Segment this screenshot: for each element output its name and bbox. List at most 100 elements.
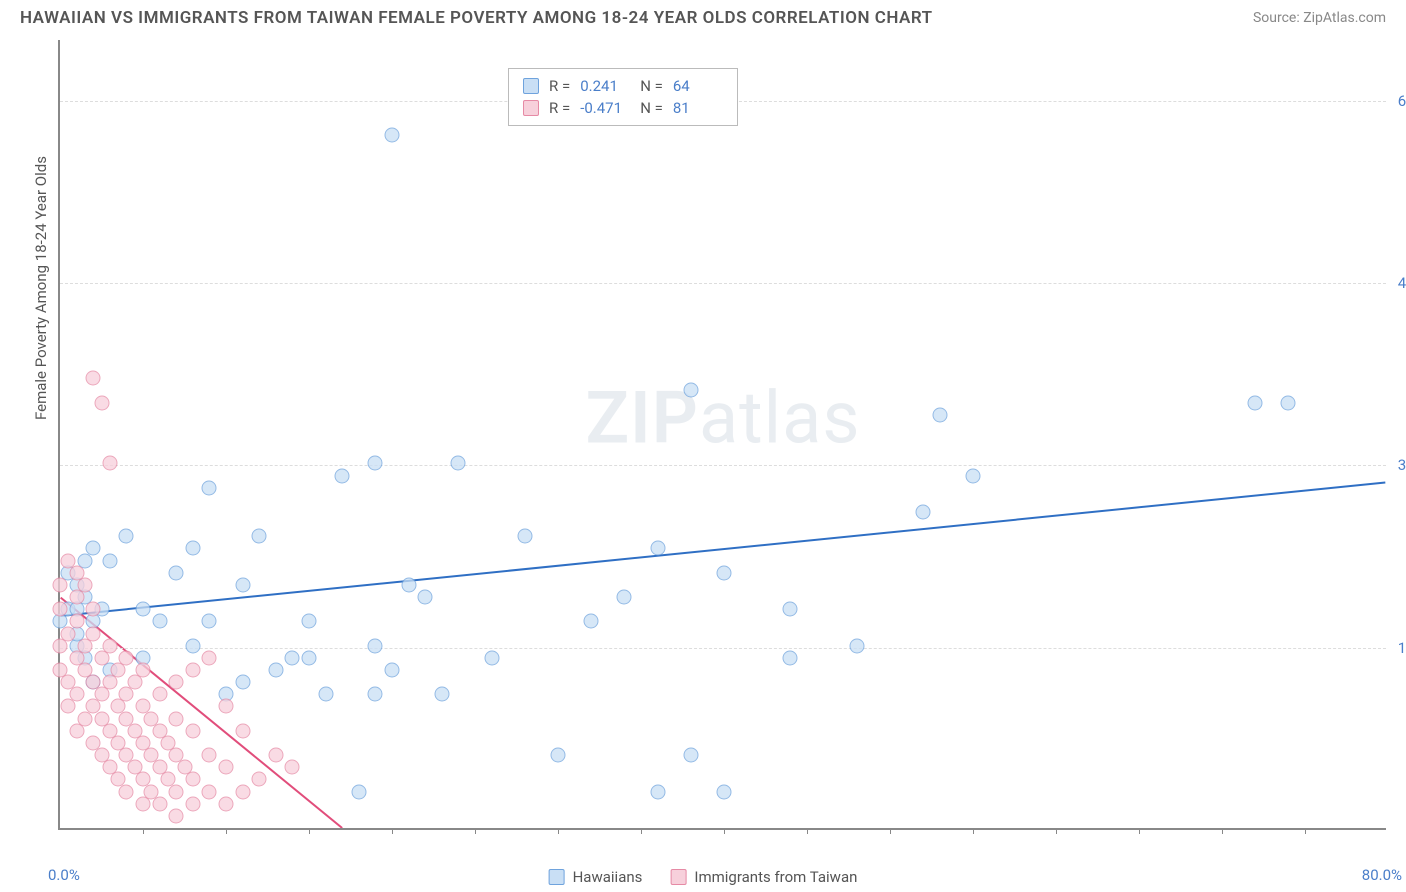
data-point: [717, 565, 732, 580]
data-point: [783, 602, 798, 617]
data-point: [1248, 395, 1263, 410]
data-point: [86, 541, 101, 556]
data-point: [169, 675, 184, 690]
data-point: [169, 808, 184, 823]
data-point: [102, 553, 117, 568]
x-tick: [1139, 828, 1140, 834]
swatch-hawaiians-icon: [549, 869, 565, 885]
data-point: [849, 638, 864, 653]
data-point: [94, 395, 109, 410]
data-point: [368, 687, 383, 702]
gridline: [60, 283, 1386, 284]
data-point: [185, 723, 200, 738]
data-point: [235, 675, 250, 690]
swatch-hawaiians: [523, 78, 539, 94]
data-point: [617, 590, 632, 605]
r-value-taiwan: -0.471: [580, 99, 630, 117]
data-point: [219, 760, 234, 775]
swatch-taiwan: [523, 100, 539, 116]
data-point: [235, 723, 250, 738]
y-axis-label: Female Poverty Among 18-24 Year Olds: [32, 156, 50, 420]
x-max-label: 80.0%: [1362, 866, 1402, 884]
data-point: [385, 128, 400, 143]
data-point: [551, 748, 566, 763]
data-point: [202, 748, 217, 763]
data-point: [86, 602, 101, 617]
x-tick: [1056, 828, 1057, 834]
data-point: [202, 614, 217, 629]
data-point: [783, 650, 798, 665]
x-tick: [475, 828, 476, 834]
y-tick-label: 15.0%: [1390, 639, 1406, 657]
data-point: [484, 650, 499, 665]
data-point: [69, 687, 84, 702]
data-point: [268, 748, 283, 763]
data-point: [717, 784, 732, 799]
data-point: [53, 602, 68, 617]
data-point: [517, 529, 532, 544]
data-point: [152, 687, 167, 702]
legend-label-hawaiians: Hawaiians: [573, 868, 643, 886]
x-tick: [641, 828, 642, 834]
data-point: [368, 456, 383, 471]
data-point: [53, 577, 68, 592]
data-point: [86, 371, 101, 386]
x-tick: [890, 828, 891, 834]
data-point: [77, 577, 92, 592]
data-point: [219, 796, 234, 811]
data-point: [418, 590, 433, 605]
data-point: [285, 760, 300, 775]
correlation-legend: R = 0.241 N = 64 R = -0.471 N = 81: [508, 68, 738, 126]
data-point: [202, 784, 217, 799]
source-label: Source: ZipAtlas.com: [1253, 10, 1386, 26]
data-point: [169, 711, 184, 726]
data-point: [185, 796, 200, 811]
data-point: [202, 650, 217, 665]
data-point: [434, 687, 449, 702]
data-point: [451, 456, 466, 471]
data-point: [235, 577, 250, 592]
data-point: [119, 784, 134, 799]
data-point: [185, 541, 200, 556]
data-point: [86, 626, 101, 641]
data-point: [152, 614, 167, 629]
data-point: [102, 456, 117, 471]
plot-area: ZIPatlas 15.0%30.0%45.0%60.0%: [58, 40, 1386, 830]
data-point: [368, 638, 383, 653]
gridline: [60, 648, 1386, 649]
data-point: [169, 784, 184, 799]
x-tick: [724, 828, 725, 834]
legend-label-taiwan: Immigrants from Taiwan: [694, 868, 857, 886]
data-point: [932, 407, 947, 422]
data-point: [351, 784, 366, 799]
data-point: [136, 602, 151, 617]
x-tick: [143, 828, 144, 834]
data-point: [202, 480, 217, 495]
y-tick-label: 30.0%: [1390, 456, 1406, 474]
data-point: [318, 687, 333, 702]
x-tick: [807, 828, 808, 834]
chart-title: HAWAIIAN VS IMMIGRANTS FROM TAIWAN FEMAL…: [20, 8, 933, 28]
data-point: [252, 529, 267, 544]
data-point: [219, 699, 234, 714]
data-point: [185, 663, 200, 678]
y-tick-label: 45.0%: [1390, 274, 1406, 292]
x-tick: [973, 828, 974, 834]
data-point: [966, 468, 981, 483]
data-point: [235, 784, 250, 799]
data-point: [650, 541, 665, 556]
data-point: [285, 650, 300, 665]
legend-item-taiwan: Immigrants from Taiwan: [670, 868, 857, 886]
data-point: [302, 650, 317, 665]
data-point: [683, 383, 698, 398]
data-point: [185, 772, 200, 787]
x-tick: [558, 828, 559, 834]
x-tick: [392, 828, 393, 834]
data-point: [1281, 395, 1296, 410]
data-point: [152, 796, 167, 811]
x-tick: [226, 828, 227, 834]
n-value-taiwan: 81: [673, 99, 723, 117]
data-point: [102, 638, 117, 653]
data-point: [185, 638, 200, 653]
data-point: [584, 614, 599, 629]
